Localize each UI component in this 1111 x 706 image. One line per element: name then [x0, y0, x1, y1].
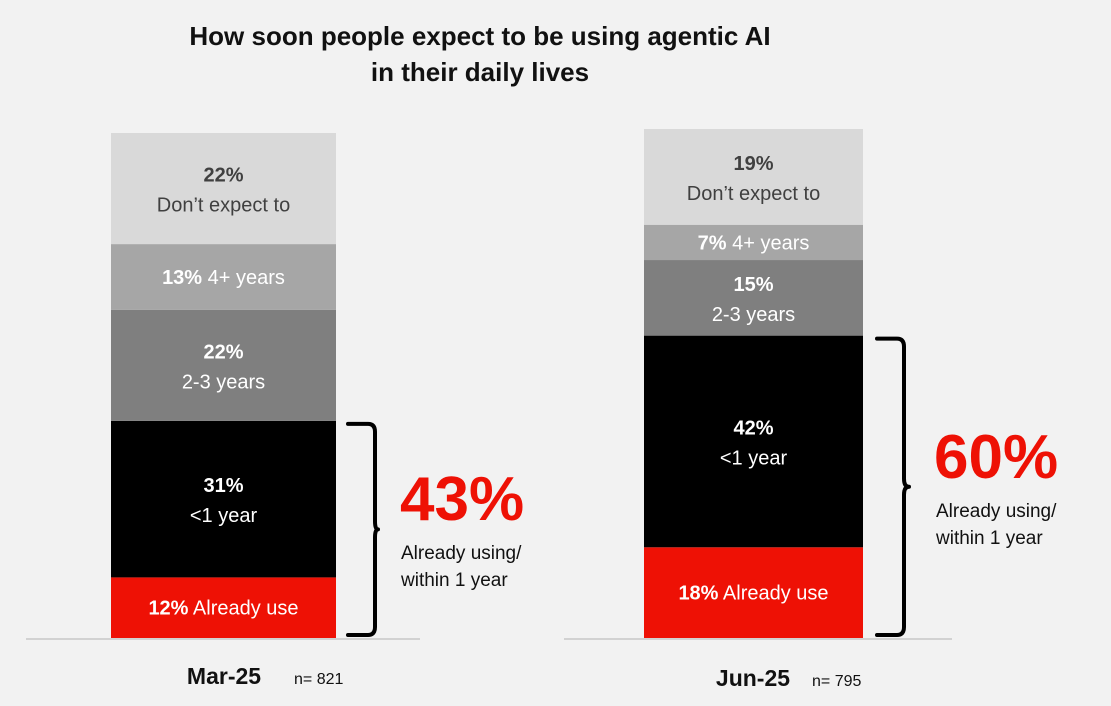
annotation-value-0: 43%: [400, 465, 524, 534]
category-label-1: Jun-25: [716, 665, 790, 691]
segment-label-1-1: 42% <1 year: [720, 417, 788, 469]
segment-label-1-3: 7% 4+ years: [698, 232, 810, 254]
annotation-text-0: Already using/within 1 year: [400, 543, 522, 591]
bar-segment-1-0: [644, 547, 863, 638]
chart-title-line-2: in their daily lives: [370, 57, 590, 87]
sample-size-label-1: n= 795: [812, 673, 861, 690]
bar-segment-0-3: [111, 244, 336, 310]
bar-segment-0-0: [111, 577, 336, 638]
sample-size-label-0: n= 821: [294, 671, 343, 688]
segment-label-0-0: 12% Already use: [148, 598, 298, 620]
bracket-0: [346, 421, 380, 637]
segment-label-1-4: 19% Don’t expect to: [687, 153, 820, 205]
chart-title: How soon people expect to be using agent…: [130, 18, 830, 90]
bar-segment-1-2: [644, 260, 863, 336]
annotation-text-1: Already using/within 1 year: [935, 501, 1057, 549]
bar-segment-0-1: [111, 420, 336, 578]
annotation-value-1: 60%: [934, 423, 1058, 492]
bar-segment-1-1: [644, 335, 863, 548]
bar-segment-0-2: [111, 309, 336, 421]
segment-label-0-3: 13% 4+ years: [162, 267, 285, 289]
segment-label-0-1: 31% <1 year: [190, 475, 258, 527]
segment-label-1-0: 18% Already use: [678, 583, 828, 605]
bar-segment-1-3: [644, 224, 863, 261]
bar-segment-0-4: [111, 133, 336, 245]
bracket-1: [875, 336, 911, 637]
segment-label-0-4: 22% Don’t expect to: [157, 165, 290, 217]
segment-label-0-2: 22% 2-3 years: [182, 341, 265, 393]
category-label-0: Mar-25: [187, 663, 261, 689]
bar-segment-1-4: [644, 129, 863, 225]
chart-title-line-1: How soon people expect to be using agent…: [189, 21, 771, 51]
segment-label-1-2: 15% 2-3 years: [712, 274, 795, 326]
